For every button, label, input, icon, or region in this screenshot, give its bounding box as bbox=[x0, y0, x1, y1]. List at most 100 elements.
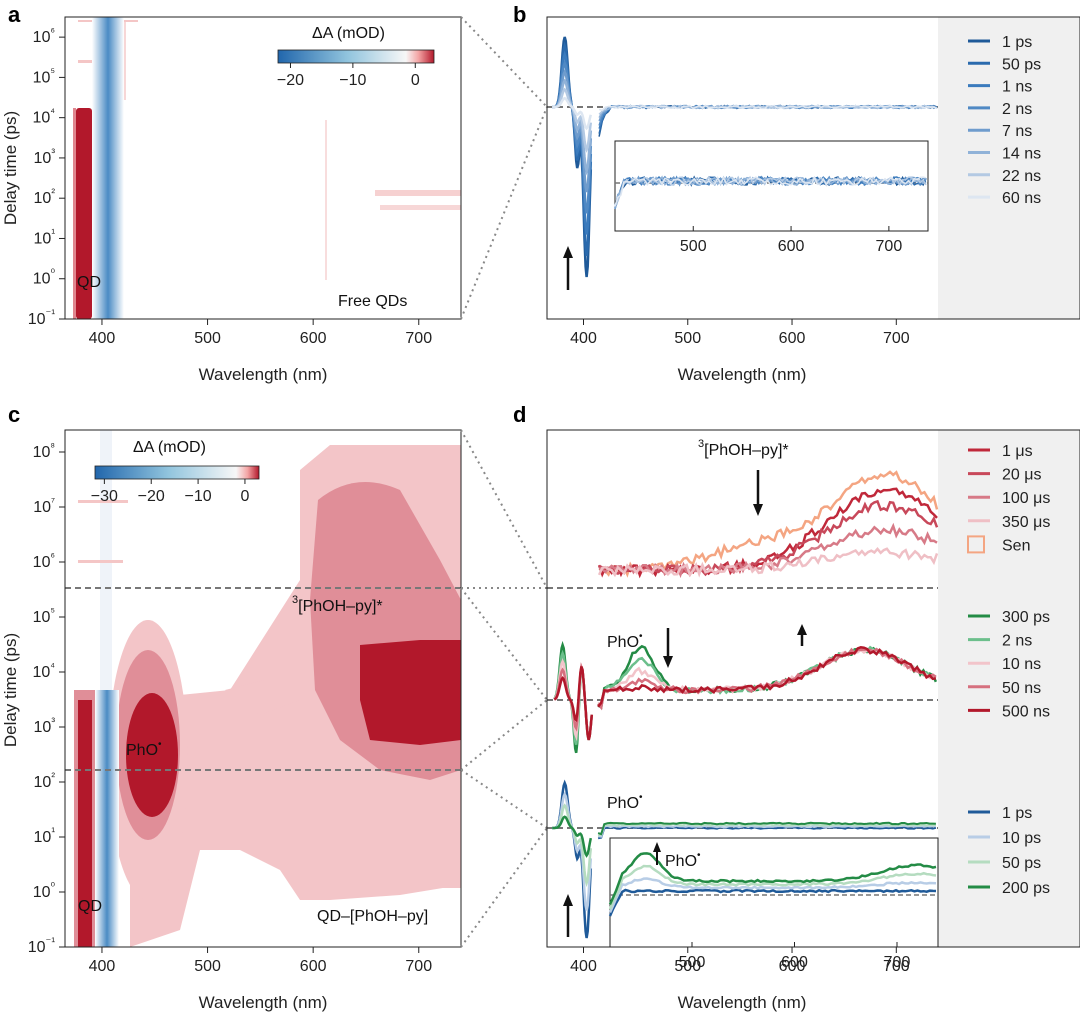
panel-b-series bbox=[552, 36, 938, 278]
panel-d-arrowhead-4 bbox=[563, 894, 573, 906]
legend-label: 60 ns bbox=[1002, 190, 1041, 207]
series-line bbox=[597, 826, 937, 840]
legend-label: 2 ns bbox=[1002, 633, 1032, 650]
x-tick-label: 400 bbox=[570, 958, 597, 975]
y-tick-label: 10⁻¹ bbox=[28, 308, 56, 328]
x-tick-label: 700 bbox=[405, 958, 432, 975]
qd-band-negative bbox=[95, 690, 119, 947]
y-tick-label: 10¹ bbox=[34, 826, 56, 846]
panel-b-legend: 1 ps 50 ps 1 ns 2 ns 7 ns 14 ns 22 ns 60 ns bbox=[968, 34, 1041, 207]
y-tick-label: 10⁶ bbox=[33, 551, 55, 571]
zoom-line bbox=[460, 699, 548, 771]
legend-label: 50 ps bbox=[1002, 56, 1041, 73]
x-tick-label: 400 bbox=[89, 330, 116, 347]
colorbar-tick-label: −20 bbox=[277, 72, 304, 89]
panel-a-frame bbox=[64, 16, 462, 320]
speckle bbox=[78, 500, 128, 503]
panel-d-pho-low-label: PhO• bbox=[607, 792, 643, 812]
legend-label: 200 ps bbox=[1002, 880, 1050, 897]
legend-label: 1 μs bbox=[1002, 443, 1033, 460]
y-tick-label: 10⁴ bbox=[32, 661, 55, 681]
pho-inner bbox=[126, 693, 178, 817]
y-tick-label: 10³ bbox=[34, 716, 56, 736]
panel-b-frame bbox=[546, 16, 1080, 320]
series-line bbox=[597, 821, 936, 836]
inset-series-line bbox=[614, 175, 927, 207]
bleach-band-positive bbox=[76, 108, 92, 319]
x-tick-label: 700 bbox=[883, 958, 910, 975]
panel-b-arrowhead bbox=[563, 246, 573, 258]
series-line bbox=[597, 546, 939, 578]
panel-c-colorbar-title: ΔA (mOD) bbox=[133, 439, 206, 456]
legend-label: 300 ps bbox=[1002, 609, 1050, 626]
panel-a-heatmap bbox=[73, 17, 461, 319]
light-region bbox=[225, 600, 300, 715]
panel-d-arrowhead-2 bbox=[663, 656, 673, 668]
panel-a-ylabel: Delay time (ps) bbox=[1, 111, 20, 225]
panel-d-frame bbox=[546, 429, 1080, 948]
panel-a-colorbar-title: ΔA (mOD) bbox=[312, 25, 385, 42]
inset-tick-label: 700 bbox=[876, 238, 903, 255]
panel-a-colorbar bbox=[277, 49, 435, 64]
speckle bbox=[78, 560, 123, 563]
y-tick-label: 10³ bbox=[34, 147, 56, 167]
x-tick-label: 500 bbox=[194, 330, 221, 347]
zoom-line bbox=[460, 106, 548, 320]
zoom-line bbox=[460, 587, 548, 701]
y-tick-label: 10¹ bbox=[34, 227, 56, 247]
panel-d-pho-mid-label: PhO• bbox=[607, 631, 643, 651]
y-tick-label: 10⁴ bbox=[32, 107, 55, 127]
y-tick-label: 10⁶ bbox=[33, 26, 55, 46]
y-tick-label: 10⁰ bbox=[33, 268, 56, 288]
panel-d-pho-inset-label: PhO• bbox=[665, 850, 701, 870]
legend-label: 350 μs bbox=[1002, 514, 1050, 531]
series-line bbox=[553, 666, 594, 741]
panel-d-inset-series bbox=[608, 852, 937, 917]
x-tick-label: 700 bbox=[405, 330, 432, 347]
panel-c-label: c bbox=[8, 402, 20, 427]
y-tick-label: 10⁻¹ bbox=[28, 936, 56, 956]
y-tick-label: 10⁸ bbox=[33, 441, 55, 461]
panel-b-legend-bg bbox=[938, 17, 1080, 319]
panel-d-axes: 400 500 600 700 bbox=[570, 947, 910, 975]
inset-series-line bbox=[614, 175, 927, 207]
y-tick-label: 10⁷ bbox=[33, 496, 55, 516]
legend-label: 100 μs bbox=[1002, 490, 1050, 507]
panel-c-pho-label: PhO• bbox=[126, 739, 162, 759]
inset-series-line bbox=[608, 888, 937, 917]
x-tick-label: 400 bbox=[89, 958, 116, 975]
panel-c-axes: 400 500 600 700 10⁻¹ 10⁰ 10¹ 10² 10³ 10⁴ 10⁵ 10⁶ 10⁷… bbox=[28, 441, 432, 975]
y-tick-label: 10⁵ bbox=[33, 66, 55, 86]
inset-tick-label: 700 bbox=[884, 954, 911, 971]
legend-swatch bbox=[967, 535, 985, 554]
series-line bbox=[598, 104, 938, 115]
legend-label: 20 μs bbox=[1002, 467, 1041, 484]
panel-c-triplet-label: 3[PhOH–py]* bbox=[292, 594, 383, 615]
panel-c-ylabel: Delay time (ps) bbox=[1, 633, 20, 747]
inset-series-line bbox=[608, 877, 937, 914]
inset-series-line bbox=[608, 852, 937, 905]
series-line bbox=[598, 499, 939, 577]
panel-c-frame bbox=[64, 429, 462, 948]
speckle bbox=[375, 190, 461, 196]
y-tick-label: 10² bbox=[34, 187, 56, 207]
x-tick-label: 400 bbox=[570, 330, 597, 347]
speckle bbox=[325, 120, 327, 280]
panel-d-series bbox=[552, 470, 939, 939]
panel-c-heatmap bbox=[74, 430, 461, 947]
panel-d-arrowhead bbox=[753, 504, 763, 516]
colorbar-tick-label: −10 bbox=[185, 488, 212, 505]
x-tick-label: 600 bbox=[779, 330, 806, 347]
panel-d-label: d bbox=[513, 402, 526, 427]
zoom-line bbox=[460, 769, 548, 829]
series-line bbox=[552, 96, 593, 131]
colorbar-tick-label: −10 bbox=[339, 72, 366, 89]
panel-c-sample-label: QD–[PhOH–py] bbox=[317, 908, 428, 925]
colorbar-tick-label: 0 bbox=[411, 72, 420, 89]
y-tick-label: 10⁵ bbox=[33, 606, 55, 626]
panel-b-axes: 400 500 600 700 bbox=[570, 319, 910, 347]
y-tick-label: 10² bbox=[34, 771, 56, 791]
legend-label: 50 ps bbox=[1002, 855, 1041, 872]
inset-tick-label: 600 bbox=[778, 238, 805, 255]
